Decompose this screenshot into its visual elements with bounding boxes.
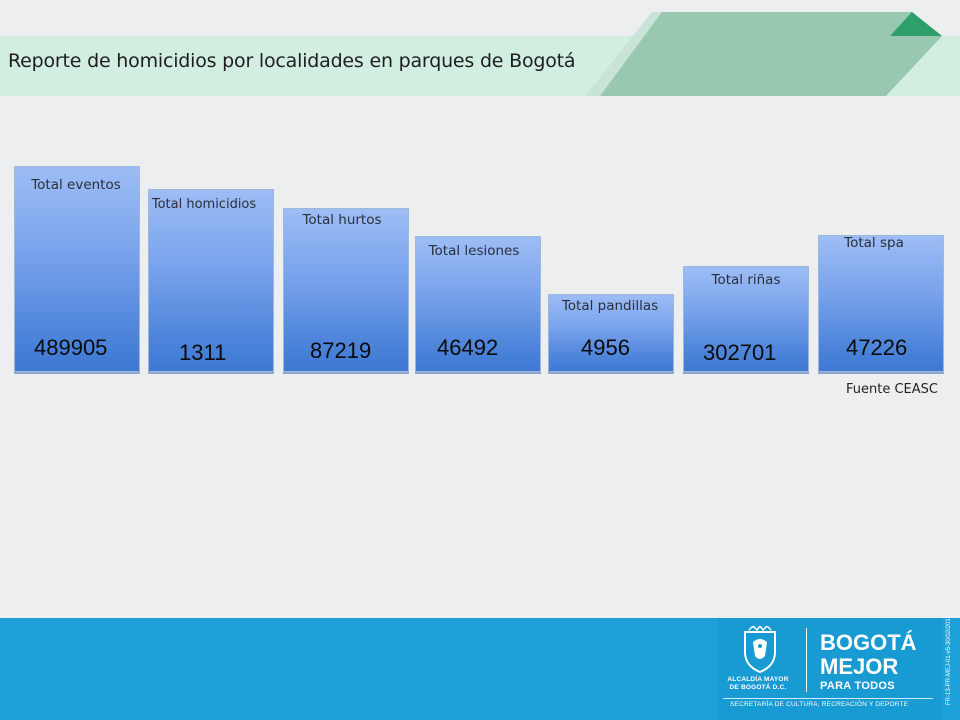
header-decoration	[586, 12, 942, 96]
secretaria-label: SECRETARÍA DE CULTURA, RECREACIÓN Y DEPO…	[730, 701, 909, 708]
brand-para-todos: PARA TODOS	[820, 680, 895, 692]
card-pandillas	[548, 294, 674, 372]
coat-of-arms-icon	[744, 626, 776, 674]
card-hurtos	[283, 208, 409, 372]
card-rinas-label: Total riñas	[711, 272, 781, 288]
card-eventos-value: 489905	[34, 335, 108, 360]
brand-mejor: MEJOR	[820, 654, 899, 679]
card-lesiones	[415, 236, 541, 372]
card-rinas-value: 302701	[703, 340, 777, 365]
footer-divider	[806, 628, 807, 692]
card-eventos-label: Total eventos	[31, 177, 121, 193]
card-spa-label: Total spa	[844, 235, 904, 251]
card-pandillas-label: Total pandillas	[561, 298, 659, 314]
card-lesiones-value: 46492	[437, 335, 499, 360]
source-note: Fuente CEASC	[846, 382, 938, 397]
card-lesiones-label: Total lesiones	[428, 243, 520, 259]
card-pandillas-value: 4956	[581, 335, 630, 360]
card-homicidios-label: Total homicidios	[151, 197, 257, 212]
card-rinas	[683, 266, 809, 372]
card-hurtos-value: 87219	[310, 338, 372, 363]
card-homicidios	[148, 189, 274, 372]
footer-rule	[723, 698, 933, 699]
document-code: FR-13-PR-MEJ-01-v5-30/02/2016	[946, 614, 952, 705]
page-title: Reporte de homicidios por localidades en…	[8, 50, 576, 72]
alcaldia-line1: ALCALDÍA MAYOR	[727, 676, 789, 683]
card-homicidios-value: 1311	[179, 340, 227, 365]
card-hurtos-label: Total hurtos	[302, 212, 382, 228]
card-eventos	[14, 166, 140, 372]
brand-bogota: BOGOTÁ	[820, 630, 917, 655]
card-spa	[818, 235, 944, 372]
card-spa-value: 47226	[846, 335, 908, 360]
alcaldia-line2: DE BOGOTÁ D.C.	[729, 684, 787, 691]
